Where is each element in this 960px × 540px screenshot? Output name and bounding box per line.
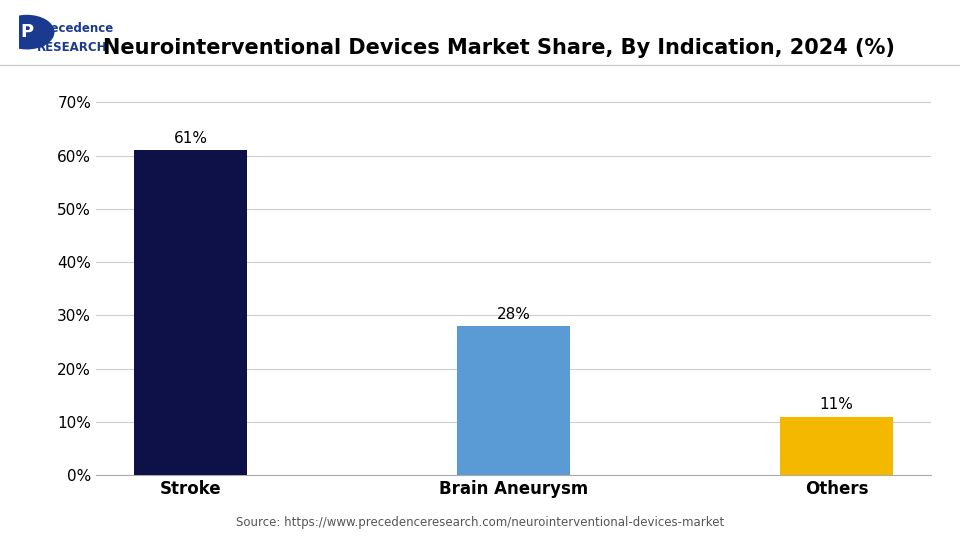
Text: Precedence: Precedence	[36, 22, 113, 35]
Text: 11%: 11%	[820, 397, 853, 413]
Text: Neurointerventional Devices Market Share, By Indication, 2024 (%): Neurointerventional Devices Market Share…	[104, 38, 895, 58]
Text: P: P	[20, 23, 34, 41]
Bar	[457, 326, 570, 475]
Bar	[780, 416, 893, 475]
Bar	[134, 150, 247, 475]
Circle shape	[0, 16, 54, 49]
Text: Source: https://www.precedenceresearch.com/neurointerventional-devices-market: Source: https://www.precedenceresearch.c…	[236, 516, 724, 529]
Text: 61%: 61%	[174, 131, 207, 146]
Text: RESEARCH: RESEARCH	[36, 41, 107, 54]
Text: 28%: 28%	[496, 307, 531, 322]
